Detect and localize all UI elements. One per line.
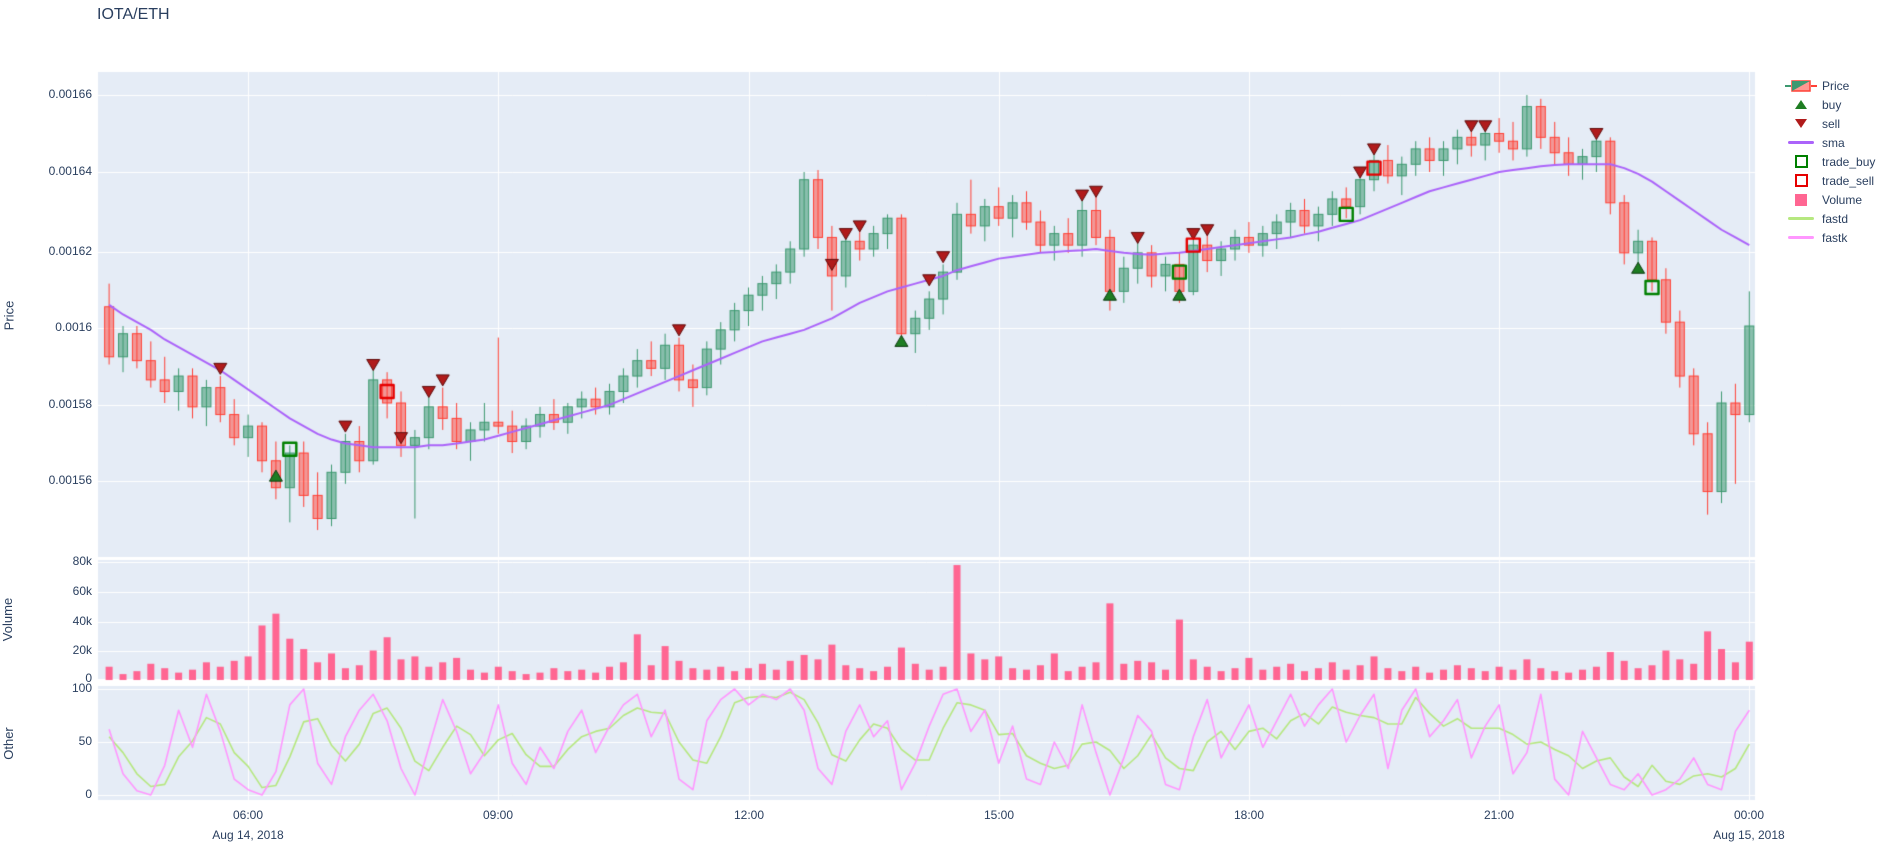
legend-label: sell: [1822, 116, 1841, 131]
x-axis-date-label: Aug 14, 2018: [212, 828, 284, 842]
legend-label: fastk: [1822, 230, 1848, 245]
sma-line-icon: [1788, 141, 1814, 144]
legend-item-trade-sell[interactable]: trade_sell: [1783, 171, 1875, 190]
legend-label: fastd: [1822, 211, 1849, 226]
legend-item-sell[interactable]: sell: [1783, 114, 1875, 133]
volume-axis-tick: 0: [85, 671, 92, 685]
fastk-line-icon: [1788, 236, 1814, 239]
price-axis-tick: 0.00162: [48, 244, 92, 258]
legend-item-trade-buy[interactable]: trade_buy: [1783, 152, 1875, 171]
legend-label: buy: [1822, 97, 1842, 112]
price-axis-tick: 0.00164: [48, 164, 92, 178]
price-axis-tick: 0.00156: [48, 473, 92, 487]
legend-label: trade_sell: [1822, 173, 1875, 188]
legend-label: sma: [1822, 135, 1845, 150]
x-axis-tick: 12:00: [733, 808, 765, 822]
trade-buy-square-icon: [1794, 155, 1808, 168]
legend: Price buy sell sma trade_buy trade_sell …: [1783, 76, 1875, 247]
trade-sell-square-icon: [1794, 174, 1808, 187]
volume-axis-tick: 20k: [72, 643, 92, 657]
legend-label: Volume: [1822, 192, 1863, 207]
legend-item-fastd[interactable]: fastd: [1783, 209, 1875, 228]
legend-item-price[interactable]: Price: [1783, 76, 1875, 95]
other-axis-tick: 0: [85, 787, 92, 801]
x-axis-tick: 09:00: [482, 808, 514, 822]
price-axis-tick: 0.00158: [48, 397, 92, 411]
legend-label: trade_buy: [1822, 154, 1876, 169]
x-axis-tick: 18:00: [1233, 808, 1265, 822]
sell-triangle-icon: [1795, 119, 1807, 128]
volume-swatch-icon: [1795, 193, 1807, 206]
legend-item-sma[interactable]: sma: [1783, 133, 1875, 152]
x-axis-tick: 00:00: [1733, 808, 1765, 822]
x-axis-tick: 06:00: [232, 808, 264, 822]
volume-axis-tick: 40k: [72, 614, 92, 628]
price-axis-title: Price: [1, 300, 17, 331]
x-axis-tick: 21:00: [1483, 808, 1515, 822]
other-axis-tick: 50: [78, 734, 92, 748]
buy-triangle-icon: [1795, 100, 1807, 109]
volume-axis-tick: 80k: [72, 554, 92, 568]
fastd-line-icon: [1788, 217, 1814, 220]
price-axis-tick: 0.0016: [55, 320, 92, 334]
volume-axis-title: Volume: [0, 597, 16, 642]
other-axis-tick: 100: [71, 681, 92, 695]
price-axis-tick: 0.00166: [48, 87, 92, 101]
legend-item-fastk[interactable]: fastk: [1783, 228, 1875, 247]
legend-item-buy[interactable]: buy: [1783, 95, 1875, 114]
candlestick-icon: [1783, 79, 1819, 93]
x-axis-date-label: Aug 15, 2018: [1713, 828, 1785, 842]
legend-label: Price: [1822, 78, 1850, 93]
legend-item-volume[interactable]: Volume: [1783, 190, 1875, 209]
page-title: IOTA/ETH: [97, 6, 170, 23]
volume-axis-tick: 60k: [72, 584, 92, 598]
other-axis-title: Other: [0, 727, 16, 760]
x-axis-tick: 15:00: [983, 808, 1015, 822]
